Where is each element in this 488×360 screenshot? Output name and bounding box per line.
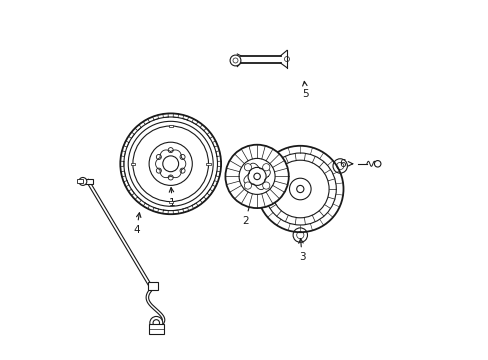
- Circle shape: [168, 175, 173, 180]
- Circle shape: [180, 168, 184, 173]
- Circle shape: [225, 145, 288, 208]
- Text: 5: 5: [302, 81, 308, 99]
- FancyBboxPatch shape: [147, 282, 158, 290]
- FancyBboxPatch shape: [168, 201, 172, 203]
- FancyBboxPatch shape: [149, 324, 163, 334]
- Circle shape: [247, 167, 265, 185]
- Circle shape: [244, 182, 251, 189]
- FancyBboxPatch shape: [206, 163, 210, 165]
- FancyBboxPatch shape: [85, 179, 93, 184]
- FancyBboxPatch shape: [130, 163, 135, 165]
- Circle shape: [156, 154, 161, 159]
- Circle shape: [262, 164, 269, 171]
- Circle shape: [168, 148, 173, 153]
- Circle shape: [374, 161, 380, 167]
- Text: 6: 6: [339, 159, 352, 169]
- Circle shape: [180, 154, 184, 159]
- Text: 1: 1: [169, 188, 176, 208]
- Circle shape: [120, 113, 221, 214]
- Text: 2: 2: [242, 202, 251, 226]
- Circle shape: [292, 228, 307, 242]
- Circle shape: [262, 182, 269, 189]
- Circle shape: [253, 173, 260, 180]
- Circle shape: [156, 168, 161, 173]
- Text: 4: 4: [133, 213, 141, 235]
- Circle shape: [244, 164, 251, 171]
- Circle shape: [253, 159, 267, 173]
- FancyBboxPatch shape: [77, 179, 82, 183]
- Circle shape: [149, 316, 163, 329]
- Circle shape: [230, 55, 241, 66]
- Circle shape: [79, 177, 87, 185]
- Circle shape: [296, 185, 303, 193]
- Circle shape: [255, 144, 345, 234]
- Circle shape: [332, 159, 346, 173]
- Circle shape: [163, 156, 178, 172]
- Circle shape: [289, 178, 310, 200]
- FancyBboxPatch shape: [168, 125, 172, 127]
- Text: 3: 3: [298, 239, 305, 262]
